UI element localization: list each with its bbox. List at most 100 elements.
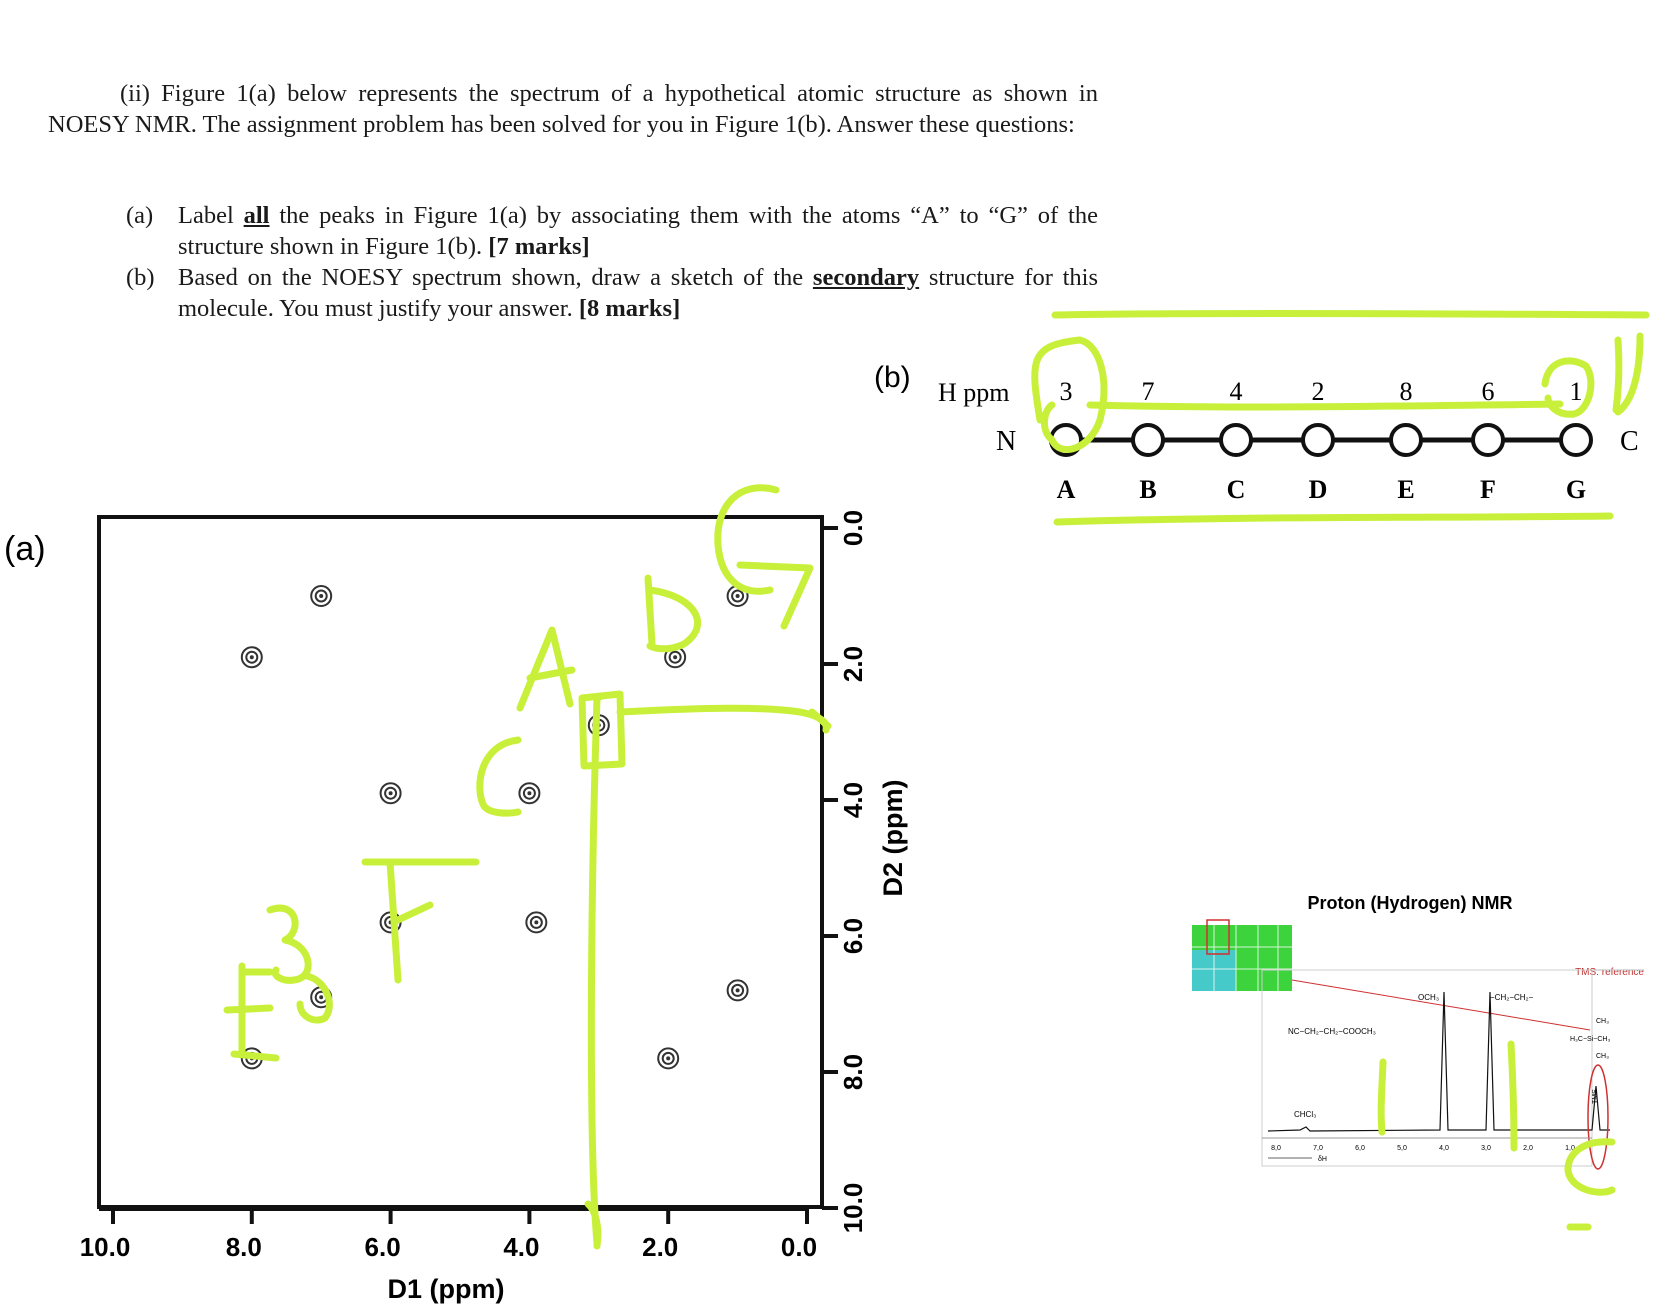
chain-atom-g <box>1559 423 1593 457</box>
part-b-label: (b) <box>126 264 155 291</box>
chain-atom-c <box>1219 423 1253 457</box>
atom-letter-b: B <box>1139 475 1156 504</box>
bracket-right <box>1612 332 1644 416</box>
noesy-peak <box>525 911 548 934</box>
svg-text:NC−CH₂−CH₂−COOCH₃: NC−CH₂−CH₂−COOCH₃ <box>1288 1027 1376 1036</box>
svg-text:δH: δH <box>1318 1156 1327 1163</box>
atom-letter-g: G <box>1566 475 1586 504</box>
inset-tick-label: 5,0 <box>1397 1145 1407 1152</box>
handwritten-annotations <box>223 309 1650 1250</box>
atom-ppm-d: 2 <box>1312 377 1325 406</box>
highlight-line-bottom <box>1053 512 1614 526</box>
svg-text:OCH₃: OCH₃ <box>1418 993 1439 1002</box>
label-A <box>516 626 576 712</box>
noesy-peak <box>240 646 263 669</box>
atom-ppm-b: 7 <box>1142 377 1155 406</box>
atom-ppm-a: 3 <box>1060 377 1073 406</box>
chain-atoms: 3 A 7 B 4 C 2 D 8 E 6 F 1 G <box>1049 377 1593 504</box>
inset-tick-label: 7,0 <box>1313 1145 1323 1152</box>
svg-text:H₃C−Si−CH₃: H₃C−Si−CH₃ <box>1570 1036 1610 1043</box>
noesy-peak <box>379 782 402 805</box>
x-tick-label: 6.0 <box>365 1232 401 1262</box>
chain-atom-e <box>1389 423 1423 457</box>
question-part-b: (b) Based on the NOESY spectrum shown, d… <box>126 262 1098 324</box>
noesy-peak <box>518 782 541 805</box>
atom-letter-d: D <box>1309 475 1328 504</box>
horizontal-guide-line <box>616 704 830 734</box>
inset-mark-2 <box>1507 1040 1518 1152</box>
atom-letter-f: F <box>1480 475 1496 504</box>
figure-b-label: (b) <box>874 361 911 394</box>
inset-tick-label: 3,0 <box>1481 1145 1491 1152</box>
x-tick-label: 2.0 <box>642 1232 678 1262</box>
inset-plot-frame <box>1261 969 1593 1167</box>
chain-atom-f <box>1471 423 1505 457</box>
figure-a-label: (a) <box>4 530 46 568</box>
noesy-peaks <box>240 585 749 1070</box>
part-a-label: (a) <box>126 202 154 229</box>
part-b-text: Based on the NOESY spectrum shown, draw … <box>178 264 1098 322</box>
question-intro: (ii) Figure 1(a) below represents the sp… <box>48 80 1098 138</box>
label-F <box>361 858 480 984</box>
box-a-peak <box>578 690 626 770</box>
atom-letter-c: C <box>1227 475 1246 504</box>
c-terminus: C <box>1620 426 1639 457</box>
inset-mark-1 <box>1377 1058 1387 1136</box>
y-tick-labels: 0.0 2.0 4.0 6.0 8.0 10.0 <box>822 510 868 1233</box>
x-tick-label: 8.0 <box>226 1232 262 1262</box>
vertical-guide-line <box>587 692 606 1247</box>
proton-nmr-inset: Proton (Hydrogen) NMR TMS: reference NC−… <box>1192 893 1644 1170</box>
svg-text:TMS: TMS <box>1592 1089 1599 1104</box>
inset-tick-label: 8,0 <box>1271 1145 1281 1152</box>
atom-ppm-c: 4 <box>1230 377 1243 406</box>
y-tick-label: 6.0 <box>838 918 868 954</box>
question-part-a: (a) Label all the peaks in Figure 1(a) b… <box>126 200 1098 262</box>
highlight-line-ppm <box>1086 400 1564 411</box>
inset-tick-label: 6,0 <box>1355 1145 1365 1152</box>
inset-tick-label: 4,0 <box>1439 1145 1449 1152</box>
x-tick-labels: 10.0 8.0 6.0 4.0 2.0 0.0 <box>80 1209 817 1262</box>
inset-title: Proton (Hydrogen) NMR <box>1308 893 1513 913</box>
atom-letter-e: E <box>1397 475 1414 504</box>
inset-tick-label: 2,0 <box>1523 1145 1533 1152</box>
label-G <box>714 484 814 630</box>
x-tick-label: 0.0 <box>781 1232 817 1262</box>
x-axis-label: D1 (ppm) <box>388 1274 505 1304</box>
circle-b-peak <box>296 972 333 1024</box>
noesy-peak <box>657 1047 680 1070</box>
h-ppm-label: H ppm <box>938 378 1010 407</box>
label-D <box>644 574 702 653</box>
chain-atom-b <box>1131 423 1165 457</box>
chain-atom-d <box>1301 423 1335 457</box>
n-terminus: N <box>996 426 1016 457</box>
svg-text:CH₃: CH₃ <box>1596 1018 1609 1025</box>
label-E <box>223 962 280 1062</box>
tms-circle <box>1587 1064 1609 1170</box>
label-C <box>476 736 522 817</box>
y-tick-label: 2.0 <box>838 646 868 682</box>
inset-tick-label: 1,0 <box>1565 1145 1575 1152</box>
atom-letter-a: A <box>1057 475 1076 504</box>
y-axis-label: D2 (ppm) <box>878 780 908 897</box>
atom-ppm-e: 8 <box>1400 377 1413 406</box>
x-tick-label: 4.0 <box>503 1232 539 1262</box>
y-tick-label: 8.0 <box>838 1054 868 1090</box>
svg-text:CH₃: CH₃ <box>1596 1053 1609 1060</box>
y-tick-label: 4.0 <box>838 782 868 818</box>
svg-text:−CH₂−CH₂−: −CH₂−CH₂− <box>1490 993 1534 1002</box>
tms-reference: TMS: reference <box>1575 967 1644 978</box>
label-B <box>266 904 312 984</box>
svg-text:CHCl₃: CHCl₃ <box>1294 1110 1316 1119</box>
noesy-peak <box>726 979 749 1002</box>
x-tick-label: 10.0 <box>80 1232 131 1262</box>
atom-ppm-g: 1 <box>1570 377 1583 406</box>
y-tick-label: 0.0 <box>838 510 868 546</box>
atom-ppm-f: 6 <box>1482 377 1495 406</box>
inset-spectrum-trace <box>1267 991 1610 1132</box>
highlight-line-top <box>1051 309 1650 319</box>
inset-mark-3 <box>1564 1138 1616 1196</box>
part-a-text: Label all the peaks in Figure 1(a) by as… <box>178 202 1098 260</box>
noesy-peak <box>310 585 333 607</box>
y-tick-label: 10.0 <box>838 1183 868 1234</box>
